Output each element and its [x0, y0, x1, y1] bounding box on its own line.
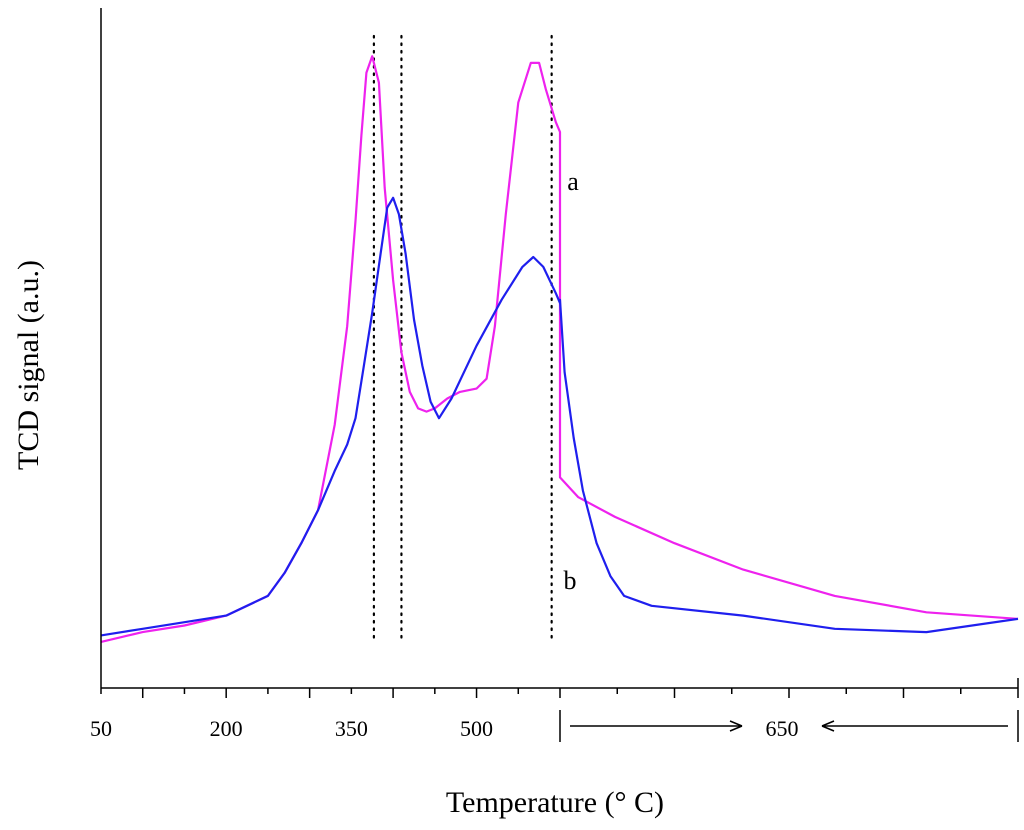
series-label-a: a	[567, 167, 579, 196]
series-label-b: b	[564, 566, 577, 595]
x-tick-label-500: 500	[460, 716, 493, 741]
series-line-a	[100, 55, 1019, 643]
x-axis-title: Temperature (° C)	[446, 786, 664, 819]
hold-arrow-right-head	[729, 720, 743, 732]
hold-arrow-left-head	[821, 720, 835, 732]
series-group	[100, 55, 1019, 643]
labels: 50 200 350 500 650 a b	[90, 167, 1019, 742]
hold-temperature-label: 650	[766, 716, 799, 741]
y-axis-title: TCD signal (a.u.)	[12, 260, 45, 470]
series-line-b	[100, 196, 1019, 637]
reference-lines	[372, 34, 553, 642]
x-tick-label-50: 50	[90, 716, 112, 741]
axes	[100, 8, 1019, 698]
x-tick-label-200: 200	[210, 716, 243, 741]
x-tick-label-350: 350	[335, 716, 368, 741]
